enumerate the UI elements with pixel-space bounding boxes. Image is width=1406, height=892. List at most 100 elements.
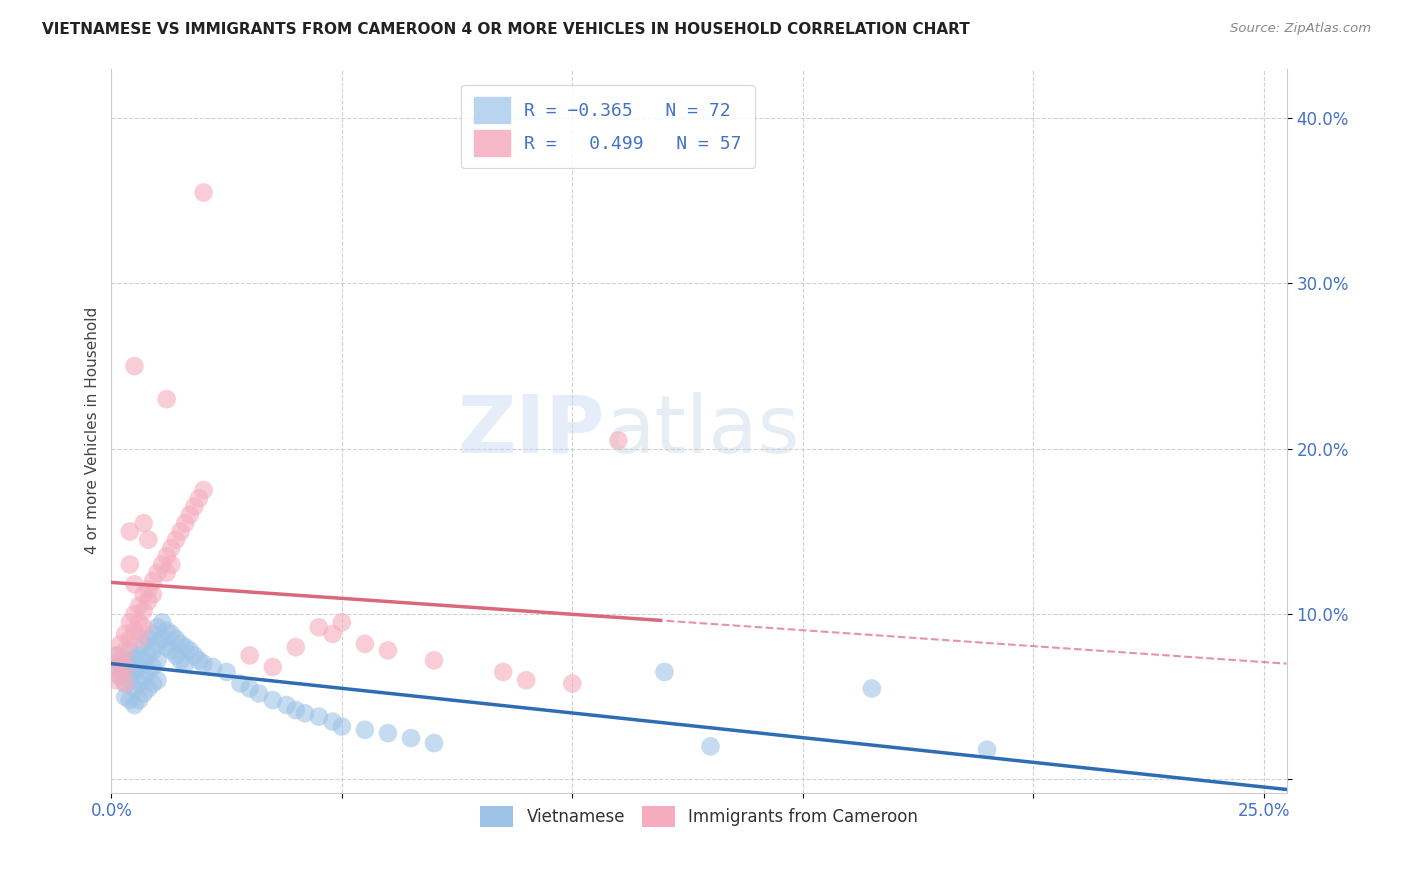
Point [169,524,191,539]
Point [136,632,159,646]
Point [165,632,187,646]
Point [377,643,399,657]
Point [308,620,330,634]
Point [193,186,215,200]
Point [124,665,146,679]
Legend: Vietnamese, Immigrants from Cameroon: Vietnamese, Immigrants from Cameroon [471,798,927,835]
Point [142,627,165,641]
Point [132,587,155,601]
Point [146,673,169,688]
Point [146,637,169,651]
Point [110,670,132,684]
Point [160,627,183,641]
Point [142,574,165,588]
Point [124,698,146,712]
Point [132,637,155,651]
Point [193,657,215,671]
Point [201,660,224,674]
Point [165,648,187,663]
Point [423,736,446,750]
Point [136,648,159,663]
Point [128,648,150,663]
Point [262,693,284,707]
Point [136,533,159,547]
Text: VIETNAMESE VS IMMIGRANTS FROM CAMEROON 4 OR MORE VEHICLES IN HOUSEHOLD CORRELATI: VIETNAMESE VS IMMIGRANTS FROM CAMEROON 4… [42,22,970,37]
Point [114,676,136,690]
Point [124,681,146,696]
Point [156,392,179,407]
Point [110,637,132,651]
Point [160,643,183,657]
Point [156,624,179,638]
Point [699,739,721,754]
Point [156,549,179,564]
Point [124,624,146,638]
Y-axis label: 4 or more Vehicles in Household: 4 or more Vehicles in Household [86,307,100,554]
Point [354,723,377,737]
Point [132,620,155,634]
Point [118,615,141,630]
Point [179,508,201,522]
Point [124,577,146,591]
Point [150,632,173,646]
Point [284,703,307,717]
Point [322,627,344,641]
Point [114,660,136,674]
Point [276,698,298,712]
Point [193,483,215,497]
Point [330,615,353,630]
Point [136,681,159,696]
Point [142,660,165,674]
Point [124,607,146,621]
Point [118,524,141,539]
Point [399,731,422,745]
Point [174,657,197,671]
Point [330,719,353,733]
Point [183,500,205,514]
Point [160,541,183,555]
Point [114,676,136,690]
Point [262,660,284,674]
Point [118,693,141,707]
Point [654,665,676,679]
Point [132,670,155,684]
Point [118,632,141,646]
Point [146,653,169,667]
Point [322,714,344,729]
Point [308,709,330,723]
Point [132,516,155,531]
Point [105,673,128,688]
Point [128,599,150,613]
Point [377,726,399,740]
Point [423,653,446,667]
Point [142,676,165,690]
Point [136,594,159,608]
Point [169,653,191,667]
Point [118,558,141,572]
Text: Source: ZipAtlas.com: Source: ZipAtlas.com [1230,22,1371,36]
Point [229,676,252,690]
Point [105,660,128,674]
Point [156,640,179,655]
Point [110,657,132,671]
Point [124,651,146,665]
Point [110,653,132,667]
Point [188,653,211,667]
Point [179,643,201,657]
Point [165,533,187,547]
Point [146,566,169,580]
Point [128,632,150,646]
Point [492,665,515,679]
Point [142,587,165,601]
Point [215,665,238,679]
Point [136,665,159,679]
Point [114,643,136,657]
Point [118,673,141,688]
Point [118,660,141,674]
Point [150,615,173,630]
Point [294,706,316,721]
Point [142,643,165,657]
Point [110,670,132,684]
Point [128,676,150,690]
Point [561,676,583,690]
